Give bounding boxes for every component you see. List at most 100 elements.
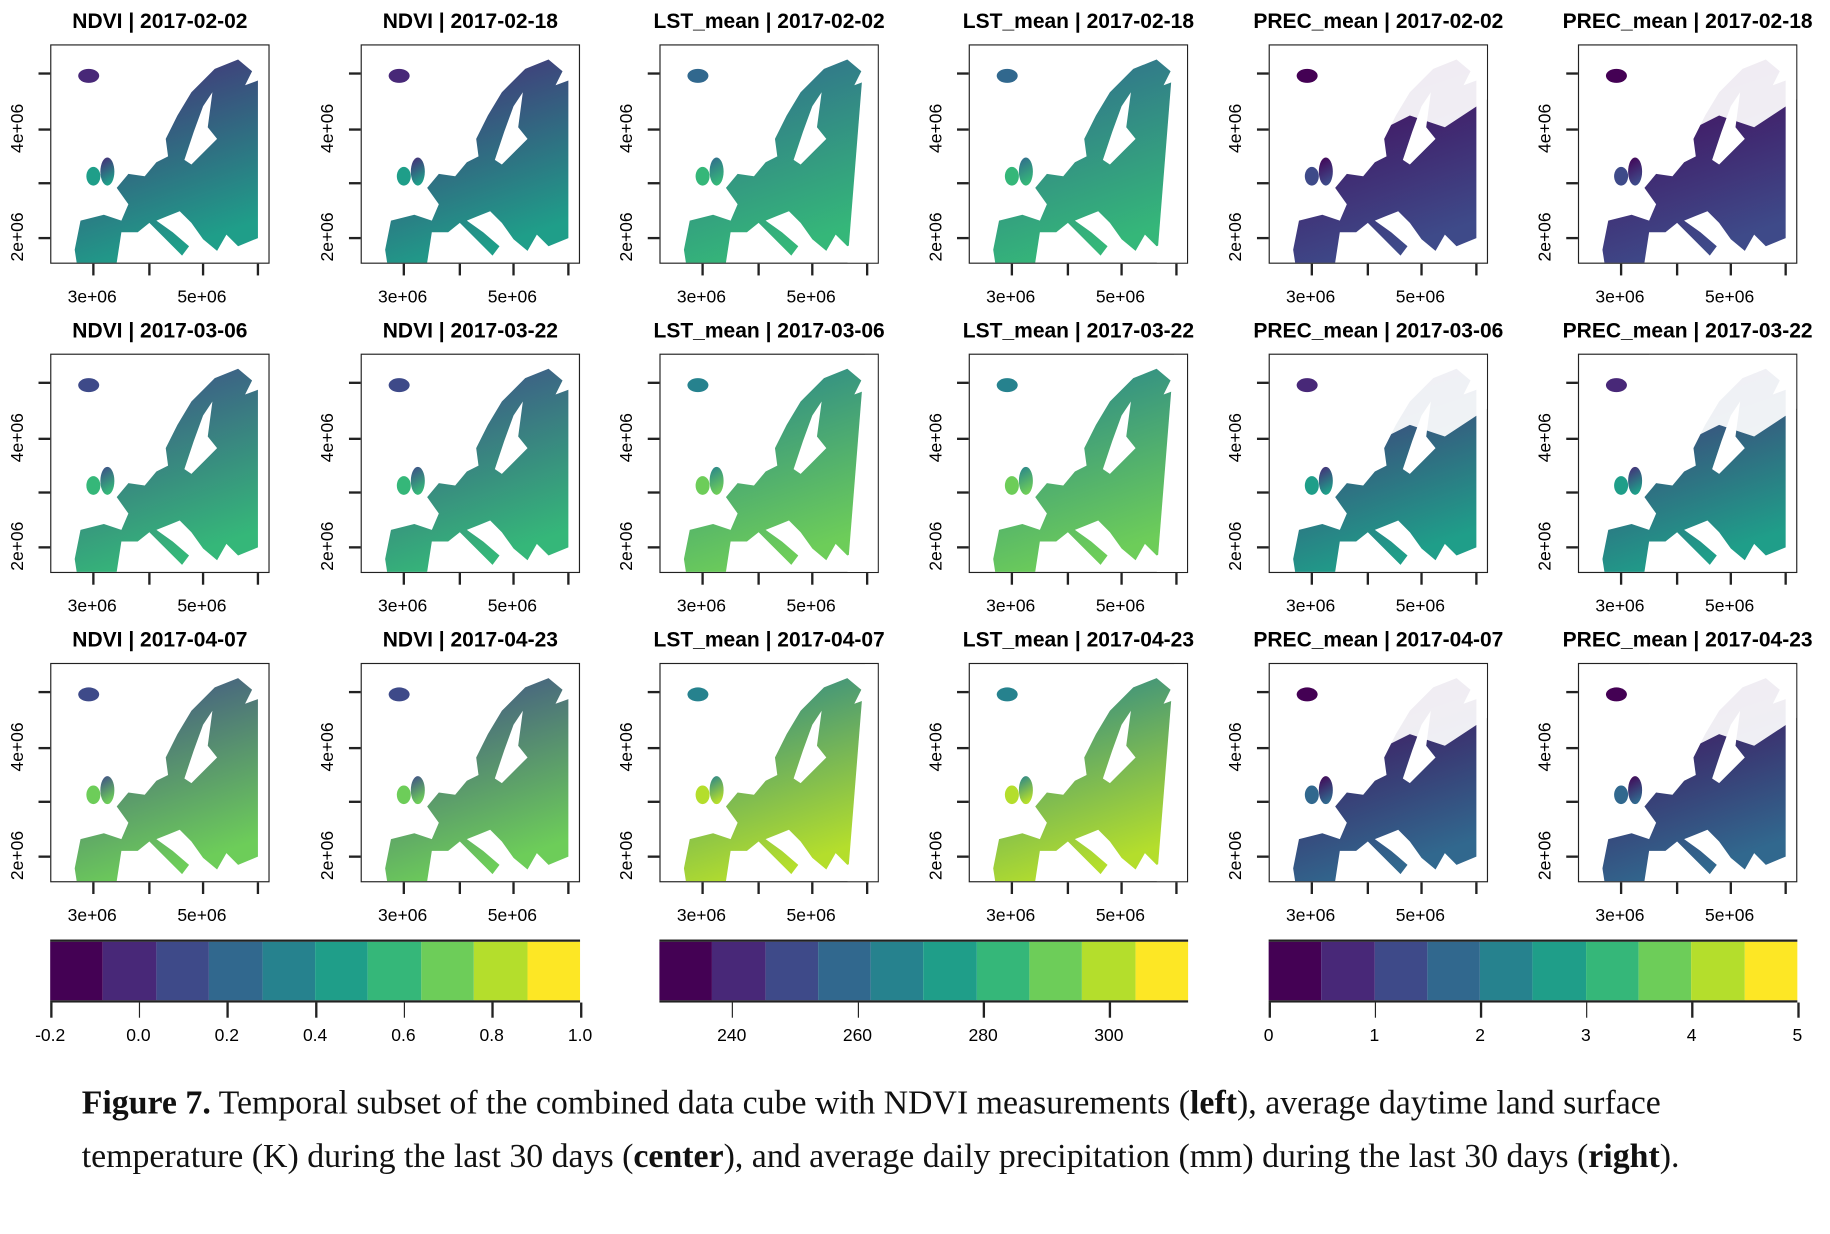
y-tick-label: 4e+06 (616, 413, 637, 463)
x-tick (1066, 263, 1069, 276)
panel-title: PREC_mean | 2017-02-18 (1562, 9, 1813, 33)
colorbar-bin (659, 941, 713, 1001)
x-tick (757, 573, 760, 585)
panel-title: PREC_mean | 2017-04-23 (1562, 627, 1813, 652)
y-tick (1566, 746, 1578, 749)
x-tick (865, 573, 868, 585)
panel-title: NDVI | 2017-02-02 (72, 9, 248, 33)
colorbar-tick (403, 1002, 406, 1018)
y-tick (647, 437, 660, 440)
x-tick-label: 5e+06 (786, 905, 836, 926)
y-tick-label: 2e+06 (616, 521, 637, 571)
x-tick (1475, 882, 1477, 894)
map-panel (659, 353, 879, 574)
y-tick (1566, 690, 1578, 693)
y-tick (957, 236, 969, 239)
colorbar-bin (1082, 941, 1136, 1001)
no-data-area (1649, 45, 1797, 128)
baltic-sea (494, 401, 528, 474)
panel-title: LST_mean | 2017-02-02 (653, 9, 885, 33)
x-tick (402, 263, 405, 276)
ireland-raster (1304, 785, 1319, 805)
x-tick (256, 263, 259, 276)
x-tick (567, 882, 569, 894)
x-tick (512, 263, 515, 276)
x-tick (1310, 882, 1313, 894)
x-tick (1420, 573, 1423, 585)
x-tick (701, 573, 704, 585)
x-tick-label: 3e+06 (378, 905, 428, 926)
baltic-sea (1102, 401, 1136, 474)
x-tick-label: 5e+06 (1395, 287, 1445, 307)
x-tick (1066, 573, 1069, 585)
colorbar-tick-label: 260 (842, 1025, 873, 1046)
caption-bold: left (1190, 1084, 1237, 1122)
uk-raster (1318, 157, 1333, 186)
baltic-sea (1102, 92, 1136, 165)
y-tick (1566, 546, 1578, 548)
y-tick (1256, 236, 1269, 239)
raster-map (993, 664, 1187, 882)
y-tick (1256, 182, 1269, 184)
x-tick (1784, 573, 1787, 585)
y-tick (1256, 491, 1269, 494)
y-tick (38, 128, 51, 131)
colorbar-bin (527, 941, 581, 1001)
colorbar-tick (857, 1002, 860, 1018)
y-tick (957, 746, 969, 749)
ireland-raster (86, 785, 101, 805)
x-tick (256, 573, 259, 585)
y-tick (647, 182, 660, 184)
x-tick-label: 5e+06 (1395, 905, 1445, 926)
colorbar-bin (1029, 941, 1083, 1001)
raster-map (1293, 354, 1487, 572)
iceland-raster (687, 68, 709, 83)
y-tick (1256, 746, 1269, 749)
no-data-area (1156, 354, 1187, 572)
y-tick (38, 491, 51, 494)
raster-map (385, 368, 569, 572)
ireland-raster (1004, 785, 1019, 805)
x-tick (256, 882, 259, 894)
iceland-raster (1296, 687, 1318, 702)
y-tick (647, 690, 660, 693)
ireland-raster (396, 785, 411, 805)
colorbar-tick-label: -0.2 (35, 1025, 66, 1046)
land-raster (385, 678, 569, 882)
land-raster (683, 59, 868, 263)
y-tick-label: 4e+06 (616, 722, 637, 772)
baltic-sea (494, 710, 528, 784)
y-tick-label: 4e+06 (7, 413, 28, 463)
y-tick-label: 4e+06 (926, 103, 946, 153)
colorbar-bin (1638, 941, 1692, 1001)
panel-title: PREC_mean | 2017-03-22 (1562, 318, 1813, 342)
colorbar-tick-label: 1.0 (567, 1025, 593, 1046)
map-panel (968, 353, 1189, 574)
y-tick (348, 546, 361, 548)
x-tick-label: 3e+06 (1286, 905, 1336, 926)
map-panel (1577, 44, 1798, 264)
x-tick (458, 263, 461, 276)
y-tick (1566, 381, 1578, 384)
raster-map (74, 59, 258, 263)
x-tick-label: 3e+06 (676, 905, 727, 926)
raster-map (993, 354, 1187, 572)
x-tick (201, 263, 204, 276)
x-tick (1366, 882, 1369, 894)
iceland-raster (1605, 378, 1627, 393)
colorbar-tick-label: 2 (1475, 1025, 1485, 1046)
y-tick (348, 128, 361, 131)
colorbar-bin (262, 941, 316, 1001)
y-tick (1566, 236, 1578, 239)
y-tick-label: 4e+06 (318, 722, 338, 772)
x-tick-label: 5e+06 (487, 287, 537, 307)
y-tick (348, 491, 361, 494)
x-tick-label: 3e+06 (1595, 596, 1645, 617)
iceland-raster (78, 378, 100, 393)
ireland-raster (86, 166, 101, 186)
y-tick-label: 2e+06 (318, 830, 338, 881)
uk-raster (1018, 776, 1033, 805)
colorbar-tick-label: 4 (1686, 1025, 1697, 1046)
colorbar-bin (368, 941, 422, 1001)
colorbar-bin (1691, 941, 1745, 1001)
